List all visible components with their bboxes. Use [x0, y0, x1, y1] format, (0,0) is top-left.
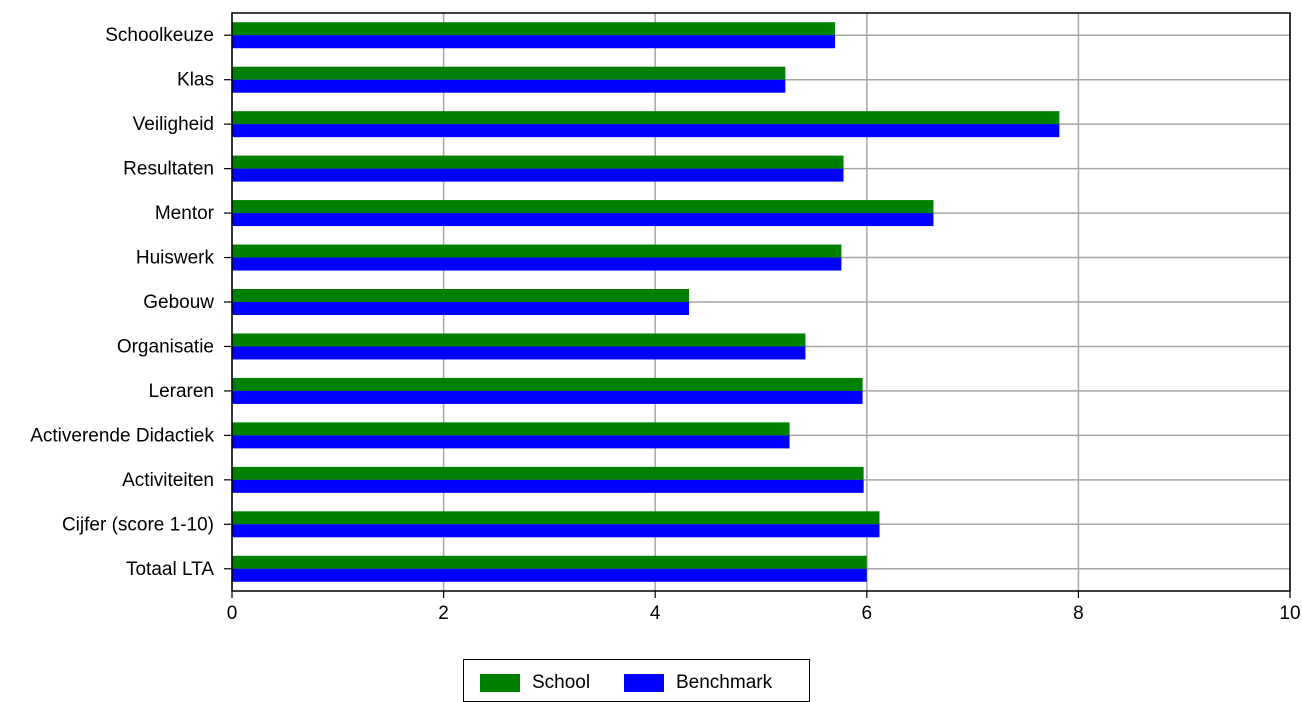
bar-school-1 [232, 66, 786, 80]
legend-swatch-school [480, 674, 520, 692]
bar-school-7 [232, 333, 806, 347]
bar-school-10 [232, 466, 864, 480]
x-axis: 0 2 4 6 8 10 [227, 591, 1301, 624]
bar-school-4 [232, 200, 934, 214]
bar-benchmark-11 [232, 524, 880, 538]
bar-benchmark-3 [232, 168, 844, 182]
y-tick-label-7: Organisatie [117, 336, 214, 357]
y-tick-label-9: Activerende Didactiek [30, 425, 214, 446]
y-tick-label-6: Gebouw [143, 292, 214, 313]
bar-school-2 [232, 111, 1060, 125]
bar-benchmark-5 [232, 257, 842, 271]
y-tick-label-4: Mentor [155, 203, 215, 224]
legend-swatch-benchmark [624, 674, 664, 692]
bar-school-12 [232, 555, 867, 569]
y-tick-label-3: Resultaten [123, 159, 214, 180]
bar-benchmark-1 [232, 79, 786, 93]
y-tick-label-1: Klas [177, 70, 214, 91]
x-tick-label-1: 2 [438, 603, 449, 624]
y-tick-label-2: Veiligheid [133, 114, 214, 135]
x-tick-label-5: 10 [1279, 603, 1300, 624]
bar-benchmark-0 [232, 35, 836, 49]
x-tick-label-0: 0 [227, 603, 238, 624]
y-axis: Schoolkeuze Klas Veiligheid Resultaten Mento… [30, 25, 232, 580]
bar-benchmark-12 [232, 568, 867, 582]
bar-benchmark-9 [232, 435, 790, 449]
bar-school-5 [232, 244, 842, 258]
x-tick-label-2: 4 [650, 603, 661, 624]
bar-benchmark-2 [232, 124, 1060, 138]
bar-school-9 [232, 422, 790, 436]
legend-label-benchmark: Benchmark [676, 672, 773, 693]
bar-school-11 [232, 511, 880, 525]
bar-benchmark-4 [232, 213, 934, 227]
y-tick-label-12: Totaal LTA [126, 559, 214, 580]
bar-school-0 [232, 22, 836, 36]
y-tick-label-10: Activiteiten [122, 470, 214, 491]
bar-benchmark-6 [232, 302, 690, 315]
bar-school-6 [232, 289, 690, 302]
x-tick-label-4: 8 [1073, 603, 1084, 624]
y-tick-label-8: Leraren [149, 381, 215, 402]
legend: School Benchmark [463, 659, 810, 702]
bar-benchmark-7 [232, 346, 806, 360]
x-tick-label-3: 6 [862, 603, 873, 624]
y-tick-label-5: Huiswerk [136, 248, 215, 269]
bar-series [232, 22, 1060, 582]
y-tick-label-11: Cijfer (score 1-10) [62, 514, 214, 535]
legend-label-school: School [532, 672, 591, 693]
bar-benchmark-8 [232, 390, 863, 404]
bar-school-8 [232, 377, 863, 391]
y-tick-label-0: Schoolkeuze [105, 25, 214, 46]
bar-school-3 [232, 155, 844, 169]
bar-benchmark-10 [232, 479, 864, 493]
